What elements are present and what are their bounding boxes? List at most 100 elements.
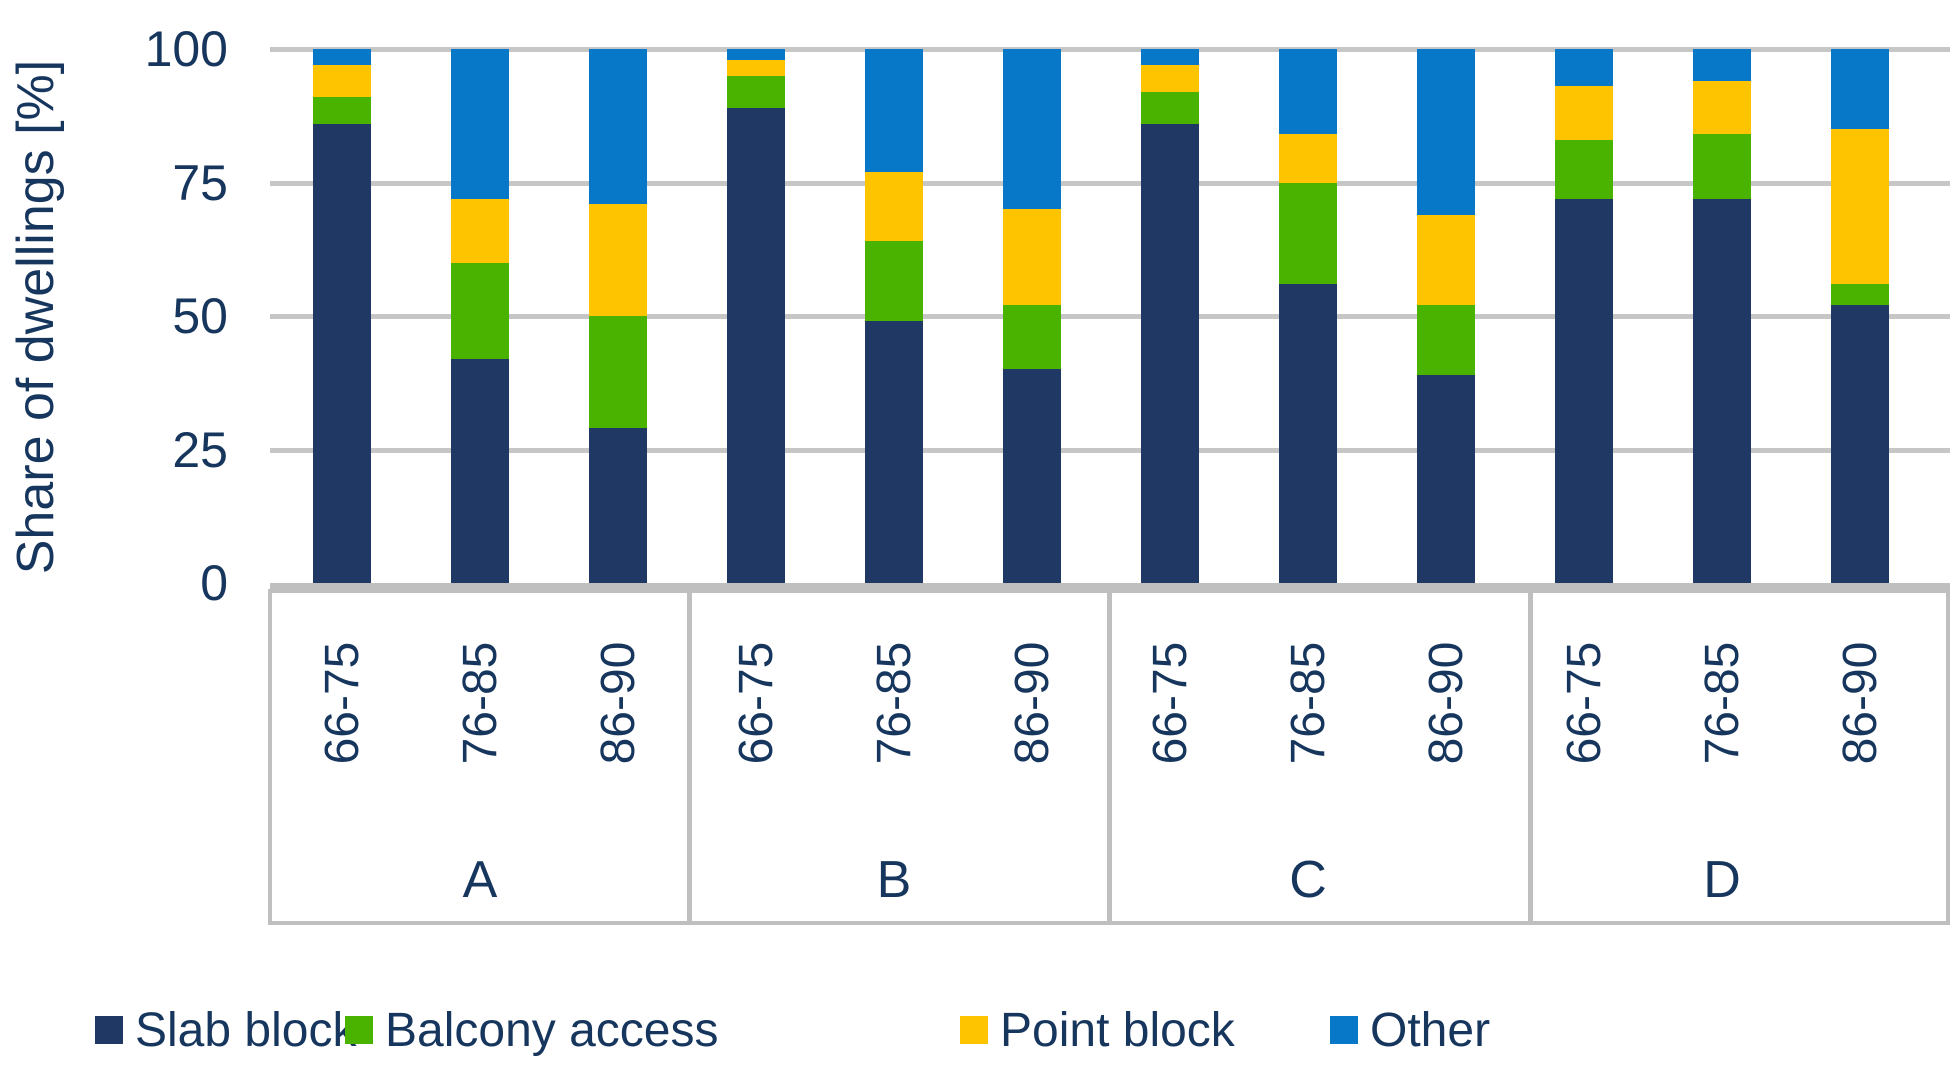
x-tick-label-A-86-90: 86-90: [591, 641, 645, 765]
gridline-100: [270, 47, 1950, 52]
bar-A-76-85: [451, 49, 509, 583]
gridline-25: [270, 447, 1950, 453]
bar-segment-other[interactable]: [1279, 49, 1337, 135]
bar-segment-balcony[interactable]: [1141, 91, 1199, 124]
x-tick-label-C-76-85: 76-85: [1281, 641, 1335, 765]
x-tick-label-D-76-85: 76-85: [1695, 641, 1749, 765]
y-tick-label-25: 25: [172, 421, 228, 478]
bar-segment-other[interactable]: [865, 49, 923, 172]
bar-segment-point[interactable]: [1279, 134, 1337, 183]
bar-segment-slab[interactable]: [1003, 369, 1061, 583]
gridline-75: [270, 180, 1950, 186]
bar-segment-slab[interactable]: [1279, 283, 1337, 583]
bar-segment-other[interactable]: [1141, 49, 1199, 66]
bar-A-66-75: [313, 49, 371, 583]
y-tick-label-100: 100: [144, 21, 228, 77]
x-tick-label-C-86-90: 86-90: [1419, 641, 1473, 765]
bar-C-86-90: [1417, 49, 1475, 583]
plot-area: [270, 0, 1950, 600]
x-tick-label-A-66-75: 66-75: [315, 641, 369, 765]
legend: Slab block Balcony access Point block Other: [0, 995, 1959, 1065]
bar-segment-balcony[interactable]: [1003, 305, 1061, 370]
legend-label-balcony-access: Balcony access: [385, 1003, 719, 1057]
bar-A-86-90: [589, 49, 647, 583]
legend-item-point-block[interactable]: Point block: [960, 995, 1235, 1065]
bar-segment-balcony[interactable]: [865, 241, 923, 322]
bar-segment-balcony[interactable]: [727, 75, 785, 108]
legend-item-slab-block[interactable]: Slab block: [95, 995, 356, 1065]
bar-segment-balcony[interactable]: [313, 97, 371, 124]
bar-segment-slab[interactable]: [1831, 305, 1889, 583]
bar-segment-point[interactable]: [1831, 129, 1889, 284]
bar-C-66-75: [1141, 49, 1199, 583]
bar-segment-slab[interactable]: [1693, 198, 1751, 583]
bar-segment-other[interactable]: [1831, 49, 1889, 130]
bar-segment-point[interactable]: [865, 171, 923, 242]
bar-segment-other[interactable]: [1555, 49, 1613, 87]
legend-label-other: Other: [1370, 1003, 1491, 1057]
group-label-D: D: [1703, 851, 1741, 909]
bar-segment-balcony[interactable]: [451, 262, 509, 359]
legend-swatch-balcony-access: [345, 1016, 373, 1044]
bar-segment-balcony[interactable]: [1831, 283, 1889, 306]
group-label-A: A: [462, 851, 498, 909]
bar-D-76-85: [1693, 49, 1751, 583]
bar-segment-point[interactable]: [451, 198, 509, 263]
bar-segment-point[interactable]: [1417, 214, 1475, 306]
bar-segment-point[interactable]: [589, 203, 647, 317]
legend-item-other[interactable]: Other: [1330, 995, 1490, 1065]
x-tick-label-A-76-85: 76-85: [453, 641, 507, 765]
legend-label-slab-block: Slab block: [135, 1003, 357, 1057]
gridline-50: [270, 314, 1950, 319]
category-divider: [686, 589, 692, 925]
x-tick-label-B-76-85: 76-85: [867, 641, 921, 765]
bar-segment-balcony[interactable]: [1417, 305, 1475, 375]
bar-D-86-90: [1831, 49, 1889, 583]
y-axis-title: Share of dwellings [%]: [7, 59, 65, 575]
bar-B-86-90: [1003, 49, 1061, 583]
category-divider: [1527, 589, 1533, 925]
x-tick-label-C-66-75: 66-75: [1143, 641, 1197, 765]
bar-segment-point[interactable]: [313, 65, 371, 98]
bar-segment-other[interactable]: [589, 49, 647, 204]
bar-segment-slab[interactable]: [1417, 374, 1475, 583]
bar-segment-point[interactable]: [1141, 65, 1199, 92]
x-tick-label-D-86-90: 86-90: [1833, 641, 1887, 765]
bar-segment-other[interactable]: [451, 49, 509, 199]
group-label-C: C: [1289, 851, 1327, 909]
bar-segment-point[interactable]: [1693, 81, 1751, 135]
bar-segment-balcony[interactable]: [1279, 182, 1337, 284]
x-axis-line: [270, 583, 1950, 590]
category-divider: [1107, 589, 1112, 925]
legend-swatch-point-block: [960, 1016, 988, 1044]
bar-D-66-75: [1555, 49, 1613, 583]
bar-B-76-85: [865, 49, 923, 583]
bar-segment-slab[interactable]: [1141, 123, 1199, 583]
bar-segment-other[interactable]: [727, 49, 785, 60]
bar-segment-balcony[interactable]: [1555, 139, 1613, 199]
bar-segment-point[interactable]: [727, 59, 785, 76]
bar-segment-slab[interactable]: [451, 358, 509, 583]
bar-segment-other[interactable]: [1417, 49, 1475, 215]
bar-segment-slab[interactable]: [313, 123, 371, 583]
x-tick-label-B-66-75: 66-75: [729, 641, 783, 765]
bar-segment-other[interactable]: [1003, 49, 1061, 210]
bar-segment-other[interactable]: [1693, 49, 1751, 82]
legend-item-balcony-access[interactable]: Balcony access: [345, 995, 719, 1065]
legend-swatch-slab-block: [95, 1016, 123, 1044]
bar-segment-point[interactable]: [1555, 86, 1613, 140]
bar-segment-slab[interactable]: [727, 107, 785, 583]
legend-swatch-other: [1330, 1016, 1358, 1044]
bar-segment-slab[interactable]: [1555, 198, 1613, 583]
y-tick-label-0: 0: [200, 555, 228, 611]
bar-segment-balcony[interactable]: [589, 316, 647, 429]
y-tick-label-50: 50: [172, 288, 228, 344]
group-label-B: B: [876, 851, 912, 909]
bar-segment-slab[interactable]: [865, 321, 923, 583]
bar-segment-slab[interactable]: [589, 428, 647, 583]
bar-C-76-85: [1279, 49, 1337, 583]
bar-segment-balcony[interactable]: [1693, 134, 1751, 199]
bar-segment-point[interactable]: [1003, 209, 1061, 306]
bar-segment-other[interactable]: [313, 49, 371, 66]
